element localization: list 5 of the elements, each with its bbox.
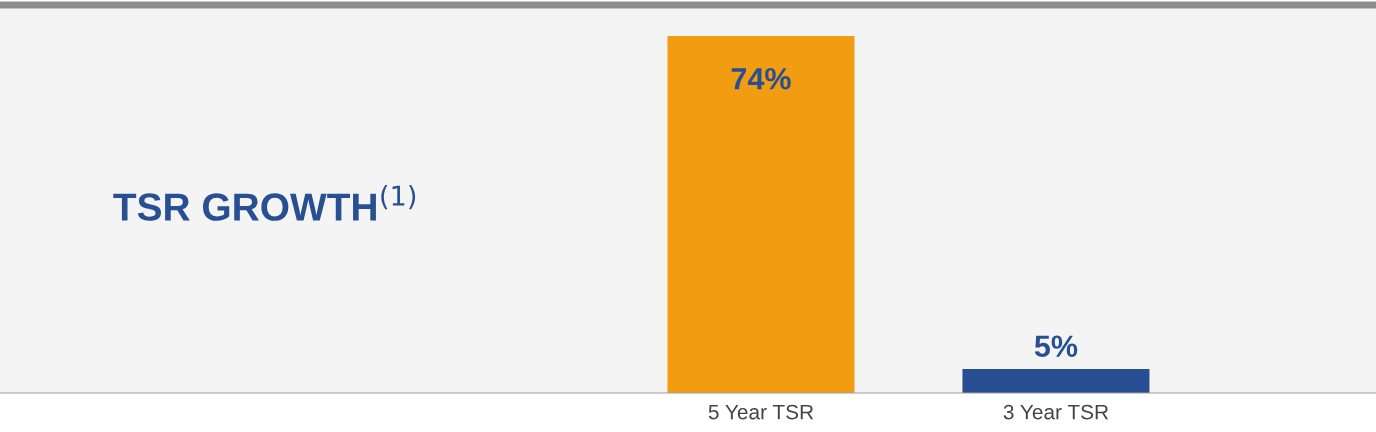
text: TSR GROWTH$^{(1)}$ xyxy=(113,184,416,221)
x-tick-label: 5 Year TSR xyxy=(708,404,814,420)
data-label: 5% xyxy=(1034,335,1078,358)
x-tick-label: 3 Year TSR xyxy=(1003,404,1109,420)
data-label: 74% xyxy=(731,67,791,90)
